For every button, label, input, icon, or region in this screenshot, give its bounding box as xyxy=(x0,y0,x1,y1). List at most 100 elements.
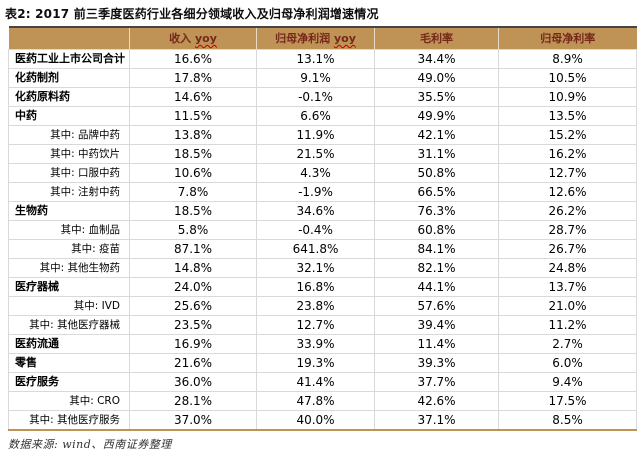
value-cell: 84.1% xyxy=(374,239,499,259)
header-label: 收入 xyxy=(169,32,192,45)
industry-segments-table: 收入 yoy 归母净利润 yoy 毛利率 归母净利率 医药工业上市公司合计 16.6% 1… xyxy=(8,26,637,431)
value-cell: 15.2% xyxy=(498,125,637,145)
table-row: 其中: 其他医疗器械 23.5% 12.7% 39.4% 11.2% xyxy=(8,315,637,335)
value-cell: 16.2% xyxy=(498,144,637,164)
value-cell: 9.4% xyxy=(498,372,637,392)
metric-column-header: 毛利率 xyxy=(374,27,499,50)
value-cell: 14.6% xyxy=(129,87,257,107)
value-cell: 50.8% xyxy=(374,163,499,183)
table-row: 其中: 中药饮片 18.5% 21.5% 31.1% 16.2% xyxy=(8,144,637,164)
value-cell: 11.2% xyxy=(498,315,637,335)
value-cell: 10.9% xyxy=(498,87,637,107)
value-cell: 28.1% xyxy=(129,391,257,411)
value-cell: 34.6% xyxy=(256,201,375,221)
value-cell: 25.6% xyxy=(129,296,257,316)
value-cell: 39.4% xyxy=(374,315,499,335)
value-cell: 60.8% xyxy=(374,220,499,240)
table-row: 其中: 注射中药 7.8% -1.9% 66.5% 12.6% xyxy=(8,182,637,202)
value-cell: 35.5% xyxy=(374,87,499,107)
value-cell: 37.7% xyxy=(374,372,499,392)
value-cell: 24.8% xyxy=(498,258,637,278)
value-cell: 13.8% xyxy=(129,125,257,145)
subcategory-label: 其中: CRO xyxy=(8,391,130,411)
value-cell: 12.7% xyxy=(498,163,637,183)
metric-column-header: 归母净利润 yoy xyxy=(256,27,375,50)
value-cell: 10.6% xyxy=(129,163,257,183)
subcategory-label: 其中: 中药饮片 xyxy=(8,144,130,164)
table-title: 表2: 2017 前三季度医药行业各细分领域收入及归母净利润增速情况 xyxy=(5,7,379,21)
table-row: 医药工业上市公司合计 16.6% 13.1% 34.4% 8.9% xyxy=(8,49,637,69)
category-label: 零售 xyxy=(8,353,130,373)
subcategory-label: 其中: 血制品 xyxy=(8,220,130,240)
table-row: 化药制剂 17.8% 9.1% 49.0% 10.5% xyxy=(8,68,637,88)
value-cell: 6.0% xyxy=(498,353,637,373)
value-cell: -0.1% xyxy=(256,87,375,107)
value-cell: 17.8% xyxy=(129,68,257,88)
value-cell: 34.4% xyxy=(374,49,499,69)
value-cell: 2.7% xyxy=(498,334,637,354)
value-cell: 11.4% xyxy=(374,334,499,354)
value-cell: 19.3% xyxy=(256,353,375,373)
category-label: 医疗器械 xyxy=(8,277,130,297)
header-label: 归母净利润 xyxy=(275,32,331,45)
value-cell: 8.5% xyxy=(498,410,637,431)
subcategory-label: 其中: 口服中药 xyxy=(8,163,130,183)
table-row: 医疗服务 36.0% 41.4% 37.7% 9.4% xyxy=(8,372,637,392)
value-cell: -0.4% xyxy=(256,220,375,240)
value-cell: 16.9% xyxy=(129,334,257,354)
metric-column-header: 收入 yoy xyxy=(129,27,257,50)
value-cell: 32.1% xyxy=(256,258,375,278)
table-row: 其中: IVD 25.6% 23.8% 57.6% 21.0% xyxy=(8,296,637,316)
category-label: 生物药 xyxy=(8,201,130,221)
subcategory-label: 其中: IVD xyxy=(8,296,130,316)
category-label: 医药工业上市公司合计 xyxy=(8,49,130,69)
metric-column-header: 归母净利率 xyxy=(498,27,637,50)
value-cell: 12.6% xyxy=(498,182,637,202)
value-cell: 18.5% xyxy=(129,144,257,164)
table-row: 中药 11.5% 6.6% 49.9% 13.5% xyxy=(8,106,637,126)
value-cell: 6.6% xyxy=(256,106,375,126)
value-cell: 44.1% xyxy=(374,277,499,297)
header-label: 毛利率 xyxy=(420,32,453,45)
value-cell: 37.0% xyxy=(129,410,257,431)
value-cell: 13.7% xyxy=(498,277,637,297)
value-cell: 641.8% xyxy=(256,239,375,259)
category-label: 化药原料药 xyxy=(8,87,130,107)
value-cell: 87.1% xyxy=(129,239,257,259)
value-cell: 33.9% xyxy=(256,334,375,354)
table-row: 其中: 口服中药 10.6% 4.3% 50.8% 12.7% xyxy=(8,163,637,183)
table-row: 其中: CRO 28.1% 47.8% 42.6% 17.5% xyxy=(8,391,637,411)
table-row: 其中: 其他医疗服务 37.0% 40.0% 37.1% 8.5% xyxy=(8,410,637,431)
header-yoy-suffix: yoy xyxy=(333,32,356,45)
value-cell: 21.6% xyxy=(129,353,257,373)
value-cell: 9.1% xyxy=(256,68,375,88)
subcategory-label: 其中: 疫苗 xyxy=(8,239,130,259)
table-row: 生物药 18.5% 34.6% 76.3% 26.2% xyxy=(8,201,637,221)
value-cell: 26.7% xyxy=(498,239,637,259)
value-cell: 16.6% xyxy=(129,49,257,69)
value-cell: 36.0% xyxy=(129,372,257,392)
value-cell: -1.9% xyxy=(256,182,375,202)
value-cell: 41.4% xyxy=(256,372,375,392)
value-cell: 5.8% xyxy=(129,220,257,240)
value-cell: 82.1% xyxy=(374,258,499,278)
table-row: 医药流通 16.9% 33.9% 11.4% 2.7% xyxy=(8,334,637,354)
table-row: 化药原料药 14.6% -0.1% 35.5% 10.9% xyxy=(8,87,637,107)
value-cell: 13.5% xyxy=(498,106,637,126)
value-cell: 23.8% xyxy=(256,296,375,316)
subcategory-label: 其中: 品牌中药 xyxy=(8,125,130,145)
value-cell: 76.3% xyxy=(374,201,499,221)
header-yoy-suffix: yoy xyxy=(194,32,217,45)
category-label: 医疗服务 xyxy=(8,372,130,392)
table-row: 医疗器械 24.0% 16.8% 44.1% 13.7% xyxy=(8,277,637,297)
value-cell: 21.0% xyxy=(498,296,637,316)
value-cell: 49.9% xyxy=(374,106,499,126)
subcategory-label: 其中: 其他医疗器械 xyxy=(8,315,130,335)
value-cell: 10.5% xyxy=(498,68,637,88)
value-cell: 14.8% xyxy=(129,258,257,278)
table-row: 其中: 血制品 5.8% -0.4% 60.8% 28.7% xyxy=(8,220,637,240)
header-label: 归母净利率 xyxy=(540,32,596,45)
table-row: 零售 21.6% 19.3% 39.3% 6.0% xyxy=(8,353,637,373)
value-cell: 13.1% xyxy=(256,49,375,69)
table-header-row: 收入 yoy 归母净利润 yoy 毛利率 归母净利率 xyxy=(8,27,637,50)
